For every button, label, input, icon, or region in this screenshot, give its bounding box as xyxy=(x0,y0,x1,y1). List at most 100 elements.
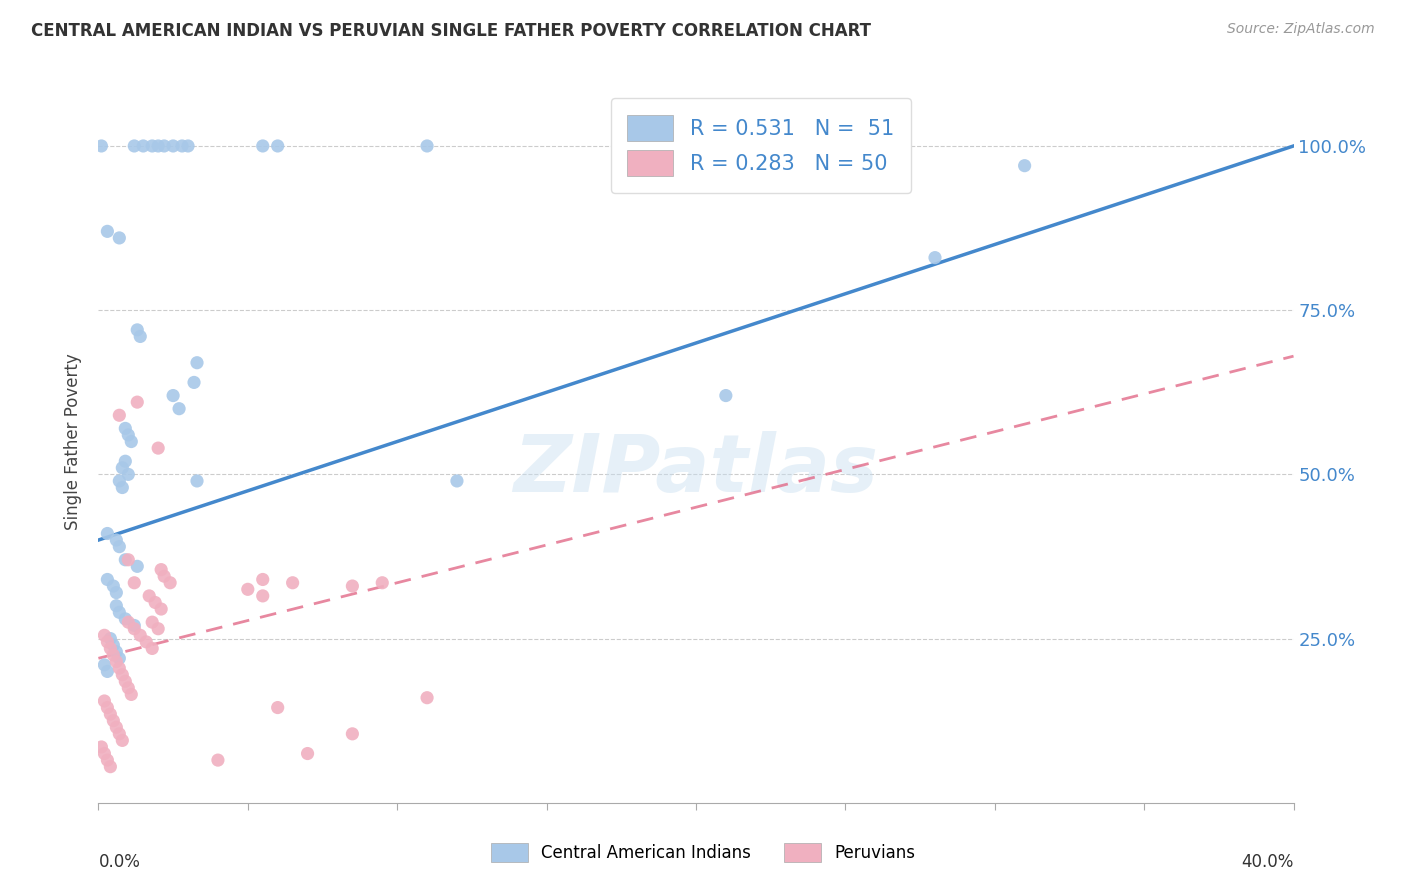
Point xyxy=(96,224,118,238)
Point xyxy=(186,356,208,370)
Point xyxy=(93,747,115,761)
Point xyxy=(108,231,131,245)
Point xyxy=(207,753,229,767)
Point xyxy=(148,139,170,153)
Point xyxy=(105,645,128,659)
Point xyxy=(148,441,170,455)
Point xyxy=(96,700,118,714)
Point xyxy=(252,573,274,587)
Point xyxy=(105,655,128,669)
Point xyxy=(124,139,146,153)
Point xyxy=(124,622,146,636)
Point xyxy=(98,760,122,774)
Point xyxy=(141,641,163,656)
Point xyxy=(342,727,364,741)
Point xyxy=(105,585,128,599)
Point xyxy=(111,733,134,747)
Point xyxy=(90,139,112,153)
Point xyxy=(416,139,439,153)
Text: 40.0%: 40.0% xyxy=(1241,854,1294,871)
Point xyxy=(98,641,122,656)
Point xyxy=(1014,159,1036,173)
Point xyxy=(114,553,136,567)
Point xyxy=(124,618,146,632)
Point xyxy=(714,388,737,402)
Text: 0.0%: 0.0% xyxy=(98,854,141,871)
Point xyxy=(167,401,190,416)
Point xyxy=(117,553,139,567)
Point xyxy=(108,474,131,488)
Point xyxy=(150,602,173,616)
Point xyxy=(446,474,468,488)
Point xyxy=(183,376,205,390)
Point xyxy=(117,428,139,442)
Point xyxy=(114,612,136,626)
Point xyxy=(124,575,146,590)
Point xyxy=(108,409,131,423)
Point xyxy=(143,595,166,609)
Legend: R = 0.531   N =  51, R = 0.283   N = 50: R = 0.531 N = 51, R = 0.283 N = 50 xyxy=(610,98,911,194)
Point xyxy=(114,421,136,435)
Point xyxy=(129,329,152,343)
Point xyxy=(416,690,439,705)
Point xyxy=(96,665,118,679)
Point xyxy=(108,605,131,619)
Point xyxy=(103,648,125,662)
Point xyxy=(177,139,200,153)
Point xyxy=(132,139,155,153)
Point xyxy=(252,139,274,153)
Point xyxy=(127,559,149,574)
Point xyxy=(111,667,134,681)
Point xyxy=(267,700,290,714)
Point xyxy=(267,139,290,153)
Point xyxy=(96,635,118,649)
Point xyxy=(281,575,304,590)
Point xyxy=(108,651,131,665)
Point xyxy=(117,681,139,695)
Point xyxy=(127,395,149,409)
Legend: Central American Indians, Peruvians: Central American Indians, Peruvians xyxy=(482,834,924,871)
Point xyxy=(111,460,134,475)
Point xyxy=(162,388,184,402)
Point xyxy=(150,563,173,577)
Point xyxy=(129,628,152,642)
Point xyxy=(103,579,125,593)
Point xyxy=(108,540,131,554)
Point xyxy=(117,615,139,630)
Text: Source: ZipAtlas.com: Source: ZipAtlas.com xyxy=(1227,22,1375,37)
Point xyxy=(159,575,181,590)
Point xyxy=(90,739,112,754)
Point xyxy=(96,526,118,541)
Point xyxy=(114,674,136,689)
Text: ZIPatlas: ZIPatlas xyxy=(513,432,879,509)
Point xyxy=(236,582,259,597)
Point xyxy=(120,434,142,449)
Point xyxy=(98,707,122,722)
Point xyxy=(153,139,176,153)
Point xyxy=(804,139,827,153)
Point xyxy=(127,323,149,337)
Point xyxy=(162,139,184,153)
Point xyxy=(98,632,122,646)
Point xyxy=(105,533,128,547)
Point xyxy=(138,589,160,603)
Point xyxy=(141,139,163,153)
Point xyxy=(96,573,118,587)
Point xyxy=(108,727,131,741)
Point xyxy=(141,615,163,630)
Point xyxy=(105,720,128,734)
Point xyxy=(924,251,946,265)
Point xyxy=(297,747,319,761)
Point xyxy=(114,454,136,468)
Point xyxy=(342,579,364,593)
Point xyxy=(148,622,170,636)
Point xyxy=(252,589,274,603)
Point xyxy=(186,474,208,488)
Point xyxy=(103,714,125,728)
Point xyxy=(93,694,115,708)
Point xyxy=(135,635,157,649)
Point xyxy=(371,575,394,590)
Point xyxy=(105,599,128,613)
Point xyxy=(111,481,134,495)
Point xyxy=(153,569,176,583)
